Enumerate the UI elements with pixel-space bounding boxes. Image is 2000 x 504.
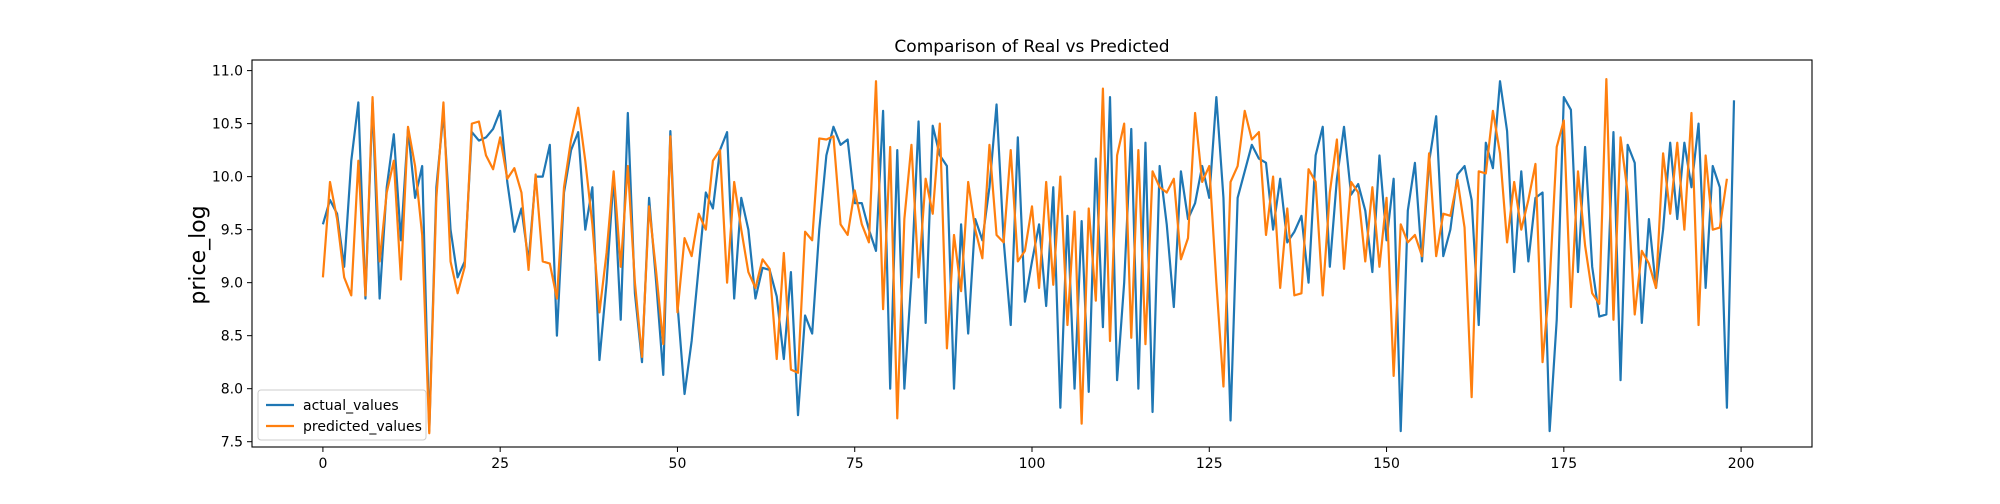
y-tick-label: 10.0 bbox=[212, 170, 243, 186]
legend: actual_values predicted_values bbox=[257, 389, 427, 441]
x-tick-label: 75 bbox=[846, 456, 864, 472]
y-tick-label: 7.5 bbox=[221, 435, 243, 451]
legend-box bbox=[257, 389, 427, 441]
series-line-predicted-values bbox=[321, 77, 1728, 435]
y-axis-label: price_log bbox=[186, 205, 211, 304]
y-tick-label: 10.5 bbox=[212, 117, 243, 133]
y-tick-label: 8.0 bbox=[221, 382, 243, 398]
chart-title: Comparison of Real vs Predicted bbox=[894, 37, 1169, 57]
x-tick-label: 150 bbox=[1373, 456, 1400, 472]
y-tick-label: 9.0 bbox=[221, 276, 243, 292]
series-group bbox=[321, 77, 1736, 435]
x-tick-label: 25 bbox=[491, 456, 509, 472]
x-tick-label: 50 bbox=[669, 456, 687, 472]
x-tick-label: 125 bbox=[1196, 456, 1223, 472]
series-line-actual-values bbox=[321, 80, 1736, 433]
legend-label: predicted_values bbox=[303, 419, 422, 435]
x-tick-label: 175 bbox=[1550, 456, 1577, 472]
y-tick-label: 11.0 bbox=[212, 64, 243, 80]
legend-label: actual_values bbox=[303, 398, 399, 414]
y-tick-label: 9.5 bbox=[221, 223, 243, 239]
x-tick-label: 0 bbox=[318, 456, 327, 472]
x-tick-label: 100 bbox=[1019, 456, 1046, 472]
axes-group: 0 25 50 75 100 125 150 175 200 7.5 8.0 8.5 9.0 9.5 10.… bbox=[212, 59, 1813, 472]
x-tick-label: 200 bbox=[1728, 456, 1755, 472]
y-tick-label: 8.5 bbox=[221, 329, 243, 345]
